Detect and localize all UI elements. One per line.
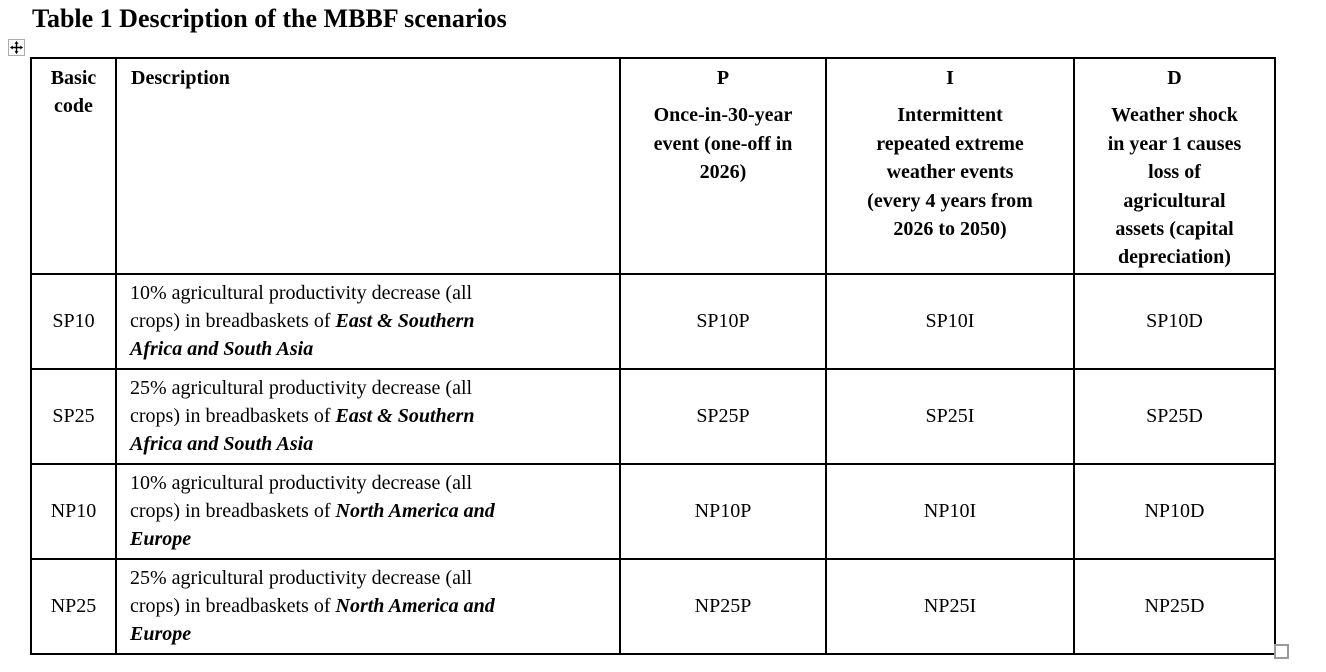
table-caption-title: Table 1 Description of the MBBF scenario… (32, 4, 507, 33)
cell-p-code: NP10P (619, 462, 827, 560)
mbbf-scenarios-table: Basic code Description P Once-in-30-year… (30, 57, 1276, 655)
table-row: SP10 10% agricultural productivity decre… (30, 272, 1276, 370)
cell-i-code: SP10I (825, 272, 1075, 370)
cell-p-code: SP10P (619, 272, 827, 370)
cell-description: 25% agricultural productivity decrease (… (115, 367, 621, 465)
cell-description: 10% agricultural productivity decrease (… (115, 462, 621, 560)
cell-p-code: SP25P (619, 367, 827, 465)
four-arrows-icon (10, 41, 23, 54)
description-region-emphasis: East & Southern Africa and South Asia (130, 405, 475, 456)
header-column-i: I Intermittent repeated extreme weather … (825, 57, 1075, 275)
cell-d-code: NP10D (1073, 462, 1276, 560)
header-row: Basic code Description P Once-in-30-year… (30, 57, 1276, 275)
table-move-handle[interactable] (8, 39, 25, 56)
cell-basic-code: NP25 (30, 557, 117, 655)
cell-i-code: NP25I (825, 557, 1075, 655)
header-basic-code: Basic code (30, 57, 117, 275)
table-resize-handle[interactable] (1274, 644, 1289, 659)
description-region-emphasis: East & Southern Africa and South Asia (130, 310, 475, 361)
table-row: NP25 25% agricultural productivity decre… (30, 557, 1276, 655)
header-caption-d: Weather shock in year 1 causes loss of a… (1107, 104, 1242, 269)
cell-d-code: SP10D (1073, 272, 1276, 370)
cell-i-code: SP25I (825, 367, 1075, 465)
description-region-emphasis: North America and Europe (130, 500, 495, 551)
cell-d-code: NP25D (1073, 557, 1276, 655)
cell-p-code: NP25P (619, 557, 827, 655)
cell-i-code: NP10I (825, 462, 1075, 560)
cell-description: 10% agricultural productivity decrease (… (115, 272, 621, 370)
header-letter-p: P (716, 67, 730, 89)
cell-description: 25% agricultural productivity decrease (… (115, 557, 621, 655)
header-description: Description (115, 57, 621, 275)
cell-basic-code: SP10 (30, 272, 117, 370)
description-regular-text: 10% agricultural productivity decrease (… (130, 471, 473, 523)
header-letter-i: I (946, 67, 954, 89)
header-column-d: D Weather shock in year 1 causes loss of… (1073, 57, 1276, 275)
description-region-emphasis: North America and Europe (130, 595, 495, 646)
cell-d-code: SP25D (1073, 367, 1276, 465)
header-column-p: P Once-in-30-year event (one-off in 2026… (619, 57, 827, 275)
description-regular-text: 10% agricultural productivity decrease (… (130, 281, 473, 333)
header-caption-i: Intermittent repeated extreme weather ev… (867, 104, 1033, 240)
table-row: SP25 25% agricultural productivity decre… (30, 367, 1276, 465)
cell-basic-code: NP10 (30, 462, 117, 560)
description-regular-text: 25% agricultural productivity decrease (… (130, 566, 473, 618)
description-regular-text: 25% agricultural productivity decrease (… (130, 376, 473, 428)
cell-basic-code: SP25 (30, 367, 117, 465)
table-row: NP10 10% agricultural productivity decre… (30, 462, 1276, 560)
header-caption-p: Once-in-30-year event (one-off in 2026) (653, 104, 793, 184)
header-letter-d: D (1167, 67, 1182, 89)
